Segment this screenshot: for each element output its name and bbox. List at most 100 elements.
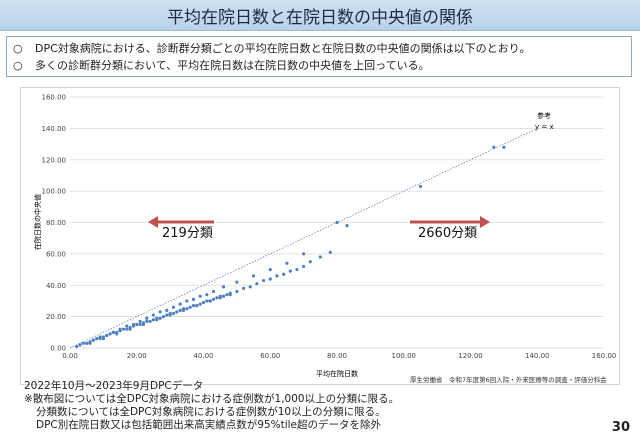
data-point xyxy=(208,299,212,303)
data-point xyxy=(101,336,105,341)
reference-label-top: 参考 xyxy=(537,111,551,120)
data-point xyxy=(225,293,229,297)
data-point xyxy=(205,299,209,303)
data-point xyxy=(198,302,202,306)
data-point xyxy=(195,304,199,308)
y-tick-label: 0.00 xyxy=(50,345,66,353)
data-point xyxy=(198,294,202,298)
data-point xyxy=(201,300,206,305)
data-point xyxy=(111,330,115,334)
data-point xyxy=(492,145,496,149)
data-point xyxy=(118,327,122,331)
data-point xyxy=(78,343,82,347)
reference-label: y = x xyxy=(535,123,554,131)
y-tick-label: 100.00 xyxy=(42,188,67,196)
data-point xyxy=(138,319,142,323)
data-point xyxy=(155,318,159,322)
data-point xyxy=(295,267,299,272)
data-point xyxy=(255,282,259,286)
data-point xyxy=(228,293,232,297)
data-point xyxy=(211,289,216,294)
data-point xyxy=(302,264,306,269)
data-point xyxy=(335,220,339,225)
data-point xyxy=(282,272,286,276)
data-point xyxy=(318,255,322,259)
y-tick-label: 160.00 xyxy=(42,94,67,102)
arrow-left-icon xyxy=(148,216,158,228)
data-point xyxy=(121,327,125,331)
y-tick-label: 140.00 xyxy=(42,125,67,133)
title-bar xyxy=(0,0,640,31)
data-point xyxy=(205,293,209,297)
data-point xyxy=(158,316,162,320)
grid xyxy=(70,96,604,349)
annotation-right: 2660分類 xyxy=(418,226,477,241)
footer-line: 2022年10月～2023年9月DPCデータ xyxy=(24,380,204,392)
x-tick-label: 100.00 xyxy=(392,352,417,360)
data-point xyxy=(285,261,289,265)
data-point xyxy=(85,341,89,345)
data-point xyxy=(165,308,169,312)
reference-line-segment xyxy=(69,128,538,349)
data-point xyxy=(302,252,306,256)
x-tick-label: 0.00 xyxy=(62,352,78,360)
data-point xyxy=(178,302,182,306)
data-point xyxy=(328,250,332,254)
data-point xyxy=(185,299,189,303)
data-point xyxy=(95,336,99,341)
footer-line: 分類数については全DPC対象病院における症例数が10以上の分類に限る。 xyxy=(36,406,386,418)
data-point xyxy=(138,322,142,327)
footer-notes: 2022年10月～2023年9月DPCデータ ※散布図については全DPC対象病院… xyxy=(24,380,399,432)
data-point xyxy=(165,313,169,317)
data-point xyxy=(115,332,119,336)
data-point xyxy=(251,274,256,278)
data-point xyxy=(185,307,189,311)
y-tick-label: 20.00 xyxy=(46,313,66,321)
data-points xyxy=(75,145,506,349)
x-tick-label: 60.00 xyxy=(260,352,280,360)
data-point xyxy=(131,322,136,327)
data-point xyxy=(171,311,176,316)
data-point xyxy=(145,316,149,320)
data-point xyxy=(158,310,162,314)
data-point xyxy=(135,322,139,327)
y-axis-label: 在院日数の中央値 xyxy=(33,194,42,250)
source-text: 厚生労働省 令和7年度第6回入院・外来医療等の調査・評価分科会 xyxy=(410,375,607,384)
data-point xyxy=(98,335,102,339)
footer-line: DPC別在院日数又は包括範囲出来高実績点数が95%tile超のデータを除外 xyxy=(36,419,381,431)
tick-labels: 0.00 20.00 40.00 60.00 80.00 100.00 120.00 140.… xyxy=(42,94,617,361)
data-point xyxy=(221,294,226,298)
data-point xyxy=(168,313,172,317)
data-point xyxy=(145,319,149,323)
x-tick-label: 40.00 xyxy=(193,352,213,360)
data-point xyxy=(345,224,349,228)
data-point xyxy=(191,304,196,308)
page-title: 平均在院日数と在院日数の中央値の関係 xyxy=(167,8,473,28)
data-point xyxy=(268,277,272,281)
data-point xyxy=(81,341,85,345)
data-point xyxy=(148,319,152,323)
data-point xyxy=(215,296,219,300)
data-point xyxy=(248,285,252,289)
annotations: 219分類 2660分類 xyxy=(148,216,490,241)
data-point xyxy=(188,305,192,309)
y-tick-label: 60.00 xyxy=(46,250,66,258)
page-number: 30 xyxy=(611,420,630,435)
data-point xyxy=(218,296,222,300)
data-point xyxy=(175,310,179,314)
data-point xyxy=(221,285,226,289)
bullet-1: ○ DPC対象病院における、診断群分類ごとの平均在院日数と在院日数の中央値の関係は… xyxy=(13,40,625,57)
reference-line xyxy=(69,128,538,349)
y-tick-label: 80.00 xyxy=(46,219,66,227)
y-tick-label: 40.00 xyxy=(46,282,66,290)
data-point xyxy=(502,145,506,149)
data-point xyxy=(161,315,166,319)
bullet-2: ○ 多くの診断群分類において、平均在院日数は在院日数の中央値を上回っている。 xyxy=(13,57,625,74)
bullet-mark: ○ xyxy=(13,59,23,72)
data-point xyxy=(151,318,156,322)
data-point xyxy=(105,333,109,338)
data-point xyxy=(268,267,272,272)
data-point xyxy=(128,327,132,331)
data-point xyxy=(108,332,112,336)
